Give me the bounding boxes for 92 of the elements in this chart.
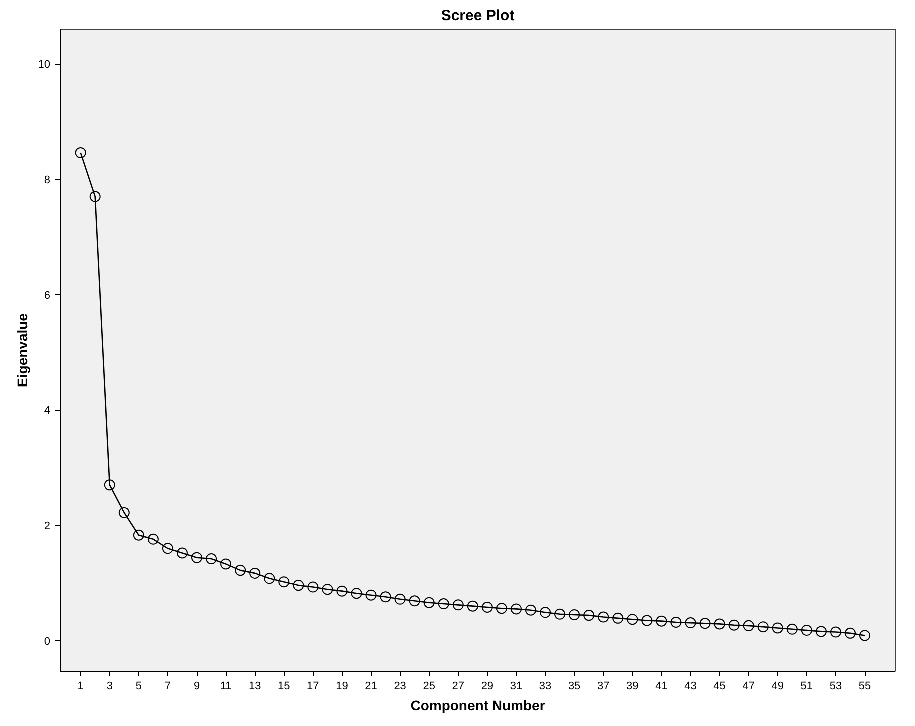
point: [598, 612, 610, 623]
point: [526, 604, 537, 616]
x-tick-label: 19: [336, 680, 348, 692]
point: [308, 582, 319, 593]
point: [670, 616, 682, 628]
x-tick-label: 51: [800, 680, 814, 692]
y-axis-title: Eigenvalue: [14, 313, 30, 388]
x-tick-label: 35: [568, 680, 581, 692]
y-tick-label: 0: [44, 636, 51, 648]
point: [844, 628, 856, 639]
point: [467, 600, 478, 612]
point: [278, 576, 290, 588]
point: [786, 624, 798, 635]
x-tick-label: 15: [278, 680, 290, 692]
point: [554, 608, 566, 620]
y-tick-label: 10: [38, 59, 51, 72]
x-tick-label: 17: [307, 680, 320, 692]
point: [569, 609, 580, 620]
point: [830, 626, 842, 638]
x-tick-label: 11: [220, 680, 232, 692]
point: [90, 191, 101, 202]
y-tick-label: 6: [44, 290, 51, 302]
point: [206, 554, 218, 565]
x-tick-label: 7: [164, 680, 172, 692]
point: [133, 530, 144, 541]
point: [496, 603, 508, 614]
point: [322, 584, 334, 596]
x-tick-label: 3: [106, 680, 113, 692]
x-tick-label: 25: [423, 680, 436, 692]
point: [162, 543, 174, 554]
x-tick-label: 43: [684, 680, 697, 692]
x-tick-label: 9: [194, 680, 200, 692]
point: [452, 600, 464, 611]
x-tick-label: 47: [742, 680, 755, 692]
point: [148, 534, 159, 545]
x-tick-label: 23: [394, 680, 406, 692]
point: [510, 604, 522, 615]
point: [235, 565, 246, 576]
point: [772, 622, 784, 634]
point: [336, 586, 348, 597]
point: [816, 626, 827, 638]
point: [380, 592, 392, 603]
point: [540, 607, 552, 618]
point: [685, 618, 696, 629]
x-tick-label: 1: [78, 680, 84, 692]
point: [656, 616, 668, 627]
x-axis-title: Component Number: [410, 698, 546, 714]
x-tick-label: 27: [452, 680, 465, 692]
y-tick-label: 4: [44, 405, 51, 418]
x-tick-label: 33: [539, 680, 552, 692]
x-tick-label: 55: [858, 680, 872, 692]
point: [728, 620, 740, 631]
point: [293, 580, 304, 592]
point: [714, 618, 726, 630]
y-tick-label: 8: [44, 174, 51, 186]
point: [366, 590, 377, 601]
x-tick-label: 5: [136, 680, 142, 692]
point: [118, 507, 130, 518]
point: [192, 552, 203, 564]
x-tick-label: 31: [510, 680, 523, 692]
point: [424, 597, 435, 608]
point: [394, 594, 406, 605]
point: [351, 588, 362, 600]
point: [584, 610, 595, 622]
point: [612, 612, 624, 624]
x-tick-label: 37: [597, 680, 610, 692]
point: [801, 625, 812, 636]
y-tick-label: 2: [44, 520, 51, 533]
x-tick-label: 41: [656, 680, 668, 692]
point: [700, 618, 711, 630]
point: [409, 596, 420, 607]
x-tick-label: 49: [772, 680, 784, 692]
point: [220, 558, 232, 570]
point: [627, 614, 638, 626]
x-tick-label: 53: [830, 680, 842, 692]
x-tick-label: 21: [365, 680, 378, 692]
x-tick-label: 29: [481, 680, 494, 692]
point: [438, 598, 450, 610]
point: [642, 615, 653, 626]
point: [75, 147, 86, 158]
point: [758, 622, 769, 633]
point: [264, 573, 276, 584]
point: [743, 620, 754, 632]
x-tick-label: 45: [714, 680, 726, 692]
point: [860, 630, 871, 642]
x-tick-label: 13: [248, 680, 262, 692]
chart-title: Scree Plot: [441, 8, 515, 24]
point: [104, 480, 116, 491]
point: [250, 568, 261, 579]
point: [482, 602, 493, 613]
point: [176, 548, 188, 559]
x-tick-label: 39: [626, 680, 639, 692]
